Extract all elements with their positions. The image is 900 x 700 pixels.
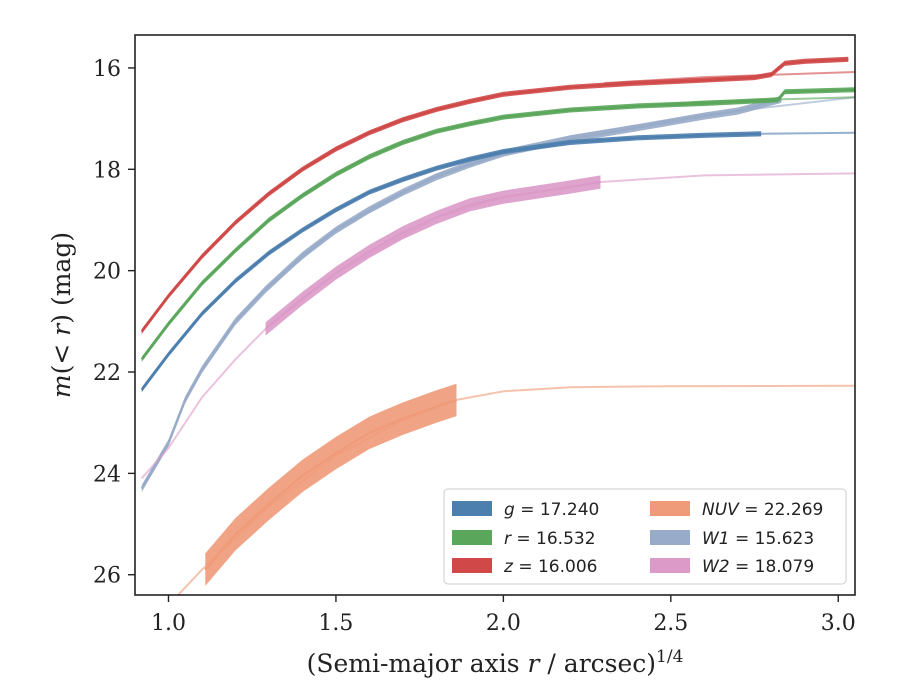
series-r <box>140 87 855 362</box>
svg-text:(Semi-major axis r / arcsec)1/: (Semi-major axis r / arcsec)1/4 <box>307 647 684 678</box>
x-tick-label: 1.0 <box>151 611 186 636</box>
series-w1 <box>140 95 855 493</box>
legend-item-r: r = 16.532 <box>452 529 596 549</box>
series-w2 <box>140 172 855 480</box>
y-tick-label: 26 <box>93 564 121 589</box>
y-axis-title: m(< r) (mag) <box>47 232 76 398</box>
series-z-line <box>140 58 849 333</box>
x-tick-label: 2.5 <box>653 611 688 636</box>
y-tick-label: 24 <box>93 462 121 487</box>
series-z <box>140 56 855 335</box>
series-g <box>140 131 855 393</box>
series-nuv-band <box>205 383 457 586</box>
legend-swatch <box>650 558 690 573</box>
series-w1-line <box>140 98 782 490</box>
series-r-line <box>140 88 855 360</box>
legend-item-g: g = 17.240 <box>452 500 599 520</box>
y-tick-label: 22 <box>93 361 121 386</box>
legend-label: W1 = 15.623 <box>702 529 814 549</box>
legend-swatch <box>650 530 690 545</box>
legend-item-z: z = 16.006 <box>452 557 597 577</box>
y-tick-label: 20 <box>93 260 121 285</box>
series-g-model-curve <box>761 131 855 135</box>
y-tick-label: 18 <box>93 158 121 183</box>
legend: g = 17.240 r = 16.532 z = 16.006 NUV = 22.2… <box>443 488 847 585</box>
legend-label: r = 16.532 <box>504 529 596 549</box>
x-tick-label: 2.0 <box>486 611 521 636</box>
x-tick-label: 3.0 <box>821 611 856 636</box>
legend-item-nuv: NUV = 22.269 <box>650 500 823 520</box>
series-w2-line <box>264 180 601 330</box>
series-g-line <box>140 132 762 391</box>
legend-swatch <box>452 558 492 573</box>
y-axis: 16 18 20 22 24 26 <box>93 57 135 589</box>
svg-text:m(< r) (mag): m(< r) (mag) <box>47 232 76 398</box>
x-axis-title: (Semi-major axis r / arcsec)1/4 <box>307 647 684 678</box>
legend-item-w1: W1 = 15.623 <box>650 529 814 549</box>
legend-swatch <box>452 530 492 545</box>
legend-label: z = 16.006 <box>503 557 597 577</box>
legend-label: NUV = 22.269 <box>702 500 823 520</box>
x-axis: 1.0 1.5 2.0 2.5 3.0 <box>151 595 856 636</box>
series-nuv <box>176 383 855 595</box>
legend-item-w2: W2 = 18.079 <box>650 557 814 577</box>
legend-swatch <box>650 501 690 516</box>
legend-swatch <box>452 501 492 516</box>
series-w2-band <box>265 175 601 336</box>
x-tick-label: 1.5 <box>318 611 353 636</box>
y-tick-label: 16 <box>93 57 121 82</box>
legend-label: W2 = 18.079 <box>702 557 814 577</box>
series-layer <box>140 56 855 595</box>
legend-frame <box>443 488 847 585</box>
legend-label: g = 17.240 <box>504 500 599 520</box>
plot-frame <box>134 34 856 596</box>
series-nuv-line <box>204 398 457 571</box>
